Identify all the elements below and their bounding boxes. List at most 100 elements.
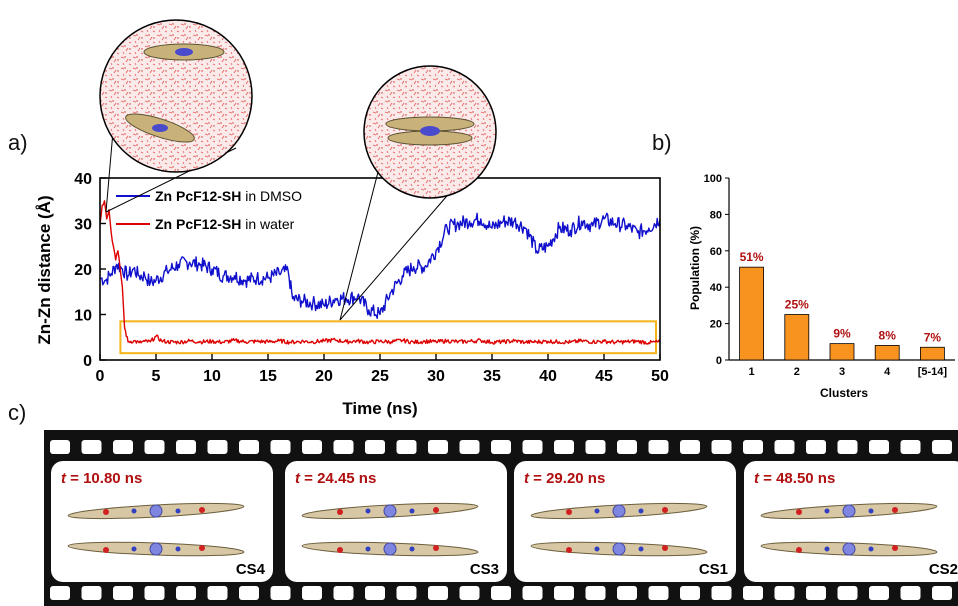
bars-layer: 51% 1 25% 2 9% 3 8% 4 7% [5-14] [739,250,947,378]
sprocket-hole [617,440,637,454]
molecule-icon [125,43,225,143]
legend-dmso-suffix: in DMSO [241,188,302,204]
bar-value-label: 25% [785,298,809,312]
sprocket-hole [207,440,228,454]
sprocket-hole [270,440,291,454]
time-value: = 48.50 ns [759,470,835,487]
time-value: = 24.45 ns [300,470,376,487]
oxygen-atom [337,547,343,553]
sprocket-hole [648,440,669,454]
legend-entry-water: Zn PcF12-SH in water [155,216,295,232]
film-strip: t = 10.80 ns CS4 t = 24.45 ns CS3 t = 29.20 … [44,430,958,606]
time-variable: t [295,470,301,487]
sprocket-hole [176,586,196,600]
sprocket-hole [270,586,291,600]
zoom-inset-right [339,65,497,321]
panel-label-c: c) [8,400,26,425]
oxygen-atom [662,507,668,513]
time-variable: t [524,470,530,487]
panel-label-a: a) [8,130,28,155]
film-frame: t = 48.50 ns CS2 [744,461,958,582]
bar-value-label: 8% [879,328,897,342]
frame-cluster-label: CS4 [236,561,266,578]
water-highlight-box [119,320,657,355]
sprocket-hole [239,440,259,454]
bar-category-label: 1 [749,366,755,378]
sprocket-hole [113,440,133,454]
x-tick-label: 5 [152,368,161,385]
bar-y-axis-label: Population (%) [688,226,702,310]
bar-category-label: 3 [839,366,845,378]
sprocket-hole [585,440,606,454]
x-tick-label: 10 [203,368,221,385]
sprocket-hole [81,440,102,454]
x-tick-label: 20 [315,368,333,385]
nitrogen-atom [175,546,181,552]
frame-time-label: t = 48.50 ns [754,470,835,487]
oxygen-atom [796,547,802,553]
film-frames: t = 10.80 ns CS4 t = 24.45 ns CS3 t = 29.20 … [51,461,958,582]
oxygen-atom [566,547,572,553]
sprocket-hole [522,586,543,600]
film-frame: t = 10.80 ns CS4 [51,461,273,582]
time-variable: t [61,470,67,487]
sprocket-hole [774,586,795,600]
sprocket-hole [522,440,543,454]
bar-y-tick-label: 100 [704,173,722,185]
sprocket-hole [743,586,763,600]
sprocket-hole [554,586,574,600]
zinc-atom [842,504,856,518]
sprocket-hole [333,440,354,454]
zinc-atom [383,504,397,518]
nitrogen-atom [824,546,830,552]
sprocket-hole [459,440,480,454]
x-tick-label: 0 [96,368,105,385]
bar-y-tick-label: 40 [710,282,722,294]
oxygen-atom [337,509,343,515]
x-tick-label: 15 [259,368,277,385]
zinc-atom [149,542,163,556]
sprocket-hole [585,586,606,600]
nitrogen-atom [365,508,371,514]
sprocket-hole [932,440,952,454]
x-axis-label: Time (ns) [342,399,417,418]
x-tick-label: 40 [539,368,557,385]
molecule-icon [301,502,479,557]
legend-water-name: Zn PcF12-SH [155,216,241,232]
bar [920,346,945,361]
frame-time-label: t = 10.80 ns [61,470,142,487]
nitrogen-atom [365,546,371,552]
sprocket-hole [837,440,858,454]
nitrogen-atom [638,546,644,552]
bar [874,345,900,361]
zinc-atom [612,504,626,518]
bar-y-tick-label: 60 [710,246,722,258]
molecule-icon [385,116,475,146]
sprocket-hole [396,440,417,454]
bar-x-axis-label: Clusters [820,386,868,400]
bar-value-label: 9% [833,327,851,341]
oxygen-atom [892,507,898,513]
oxygen-atom [796,509,802,515]
oxygen-atom [566,509,572,515]
sprocket-hole [869,586,889,600]
series-layer [100,200,660,345]
zinc-atom [842,542,856,556]
highlight-rect [119,320,657,355]
y-tick-label: 30 [74,217,92,234]
sprocket-hole [837,586,858,600]
sprocket-hole [428,586,448,600]
legend: Zn PcF12-SH in DMSO Zn PcF12-SH in water [116,188,302,232]
sprocket-hole [932,586,952,600]
bar-y-tick-label: 20 [710,319,722,331]
oxygen-atom [103,547,109,553]
sprocket-hole [333,586,354,600]
oxygen-atom [199,545,205,551]
oxygen-atom [433,507,439,513]
bar-value-label: 51% [740,250,764,264]
series-line-dmso [100,212,660,319]
sprocket-hole [113,586,133,600]
sprocket-hole [554,440,574,454]
